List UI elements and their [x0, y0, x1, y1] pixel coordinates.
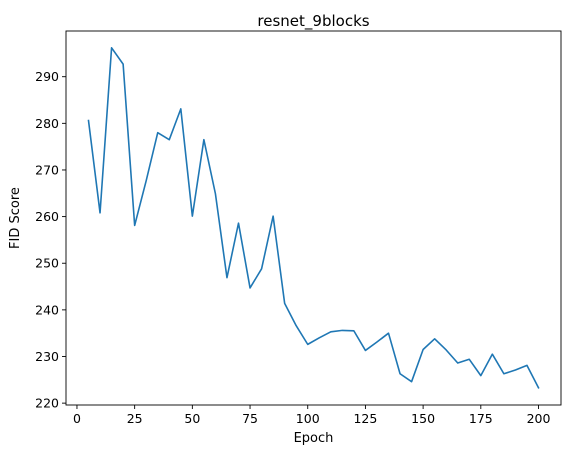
y-tick-label: 220 [35, 396, 59, 411]
fid-score-line [87, 46, 540, 389]
plot-frame [65, 30, 562, 406]
chart-title: resnet_9blocks [257, 12, 369, 31]
y-tick-label: 270 [35, 162, 59, 177]
x-tick-label: 150 [411, 411, 435, 426]
y-tick-label: 280 [35, 116, 59, 131]
x-tick-label: 0 [73, 411, 81, 426]
x-tick-label: 200 [527, 411, 551, 426]
x-tick-label: 50 [184, 411, 200, 426]
x-tick-label: 125 [353, 411, 377, 426]
y-axis-ticks: 220 230 240 250 260 270 280 290 [35, 69, 66, 411]
y-tick-label: 290 [35, 69, 59, 84]
x-axis-label: Epoch [294, 431, 334, 446]
x-tick-label: 175 [469, 411, 493, 426]
y-tick-label: 240 [35, 302, 59, 317]
y-tick-label: 230 [35, 349, 59, 364]
y-tick-label: 250 [35, 256, 59, 271]
y-axis-label: FID Score [8, 187, 23, 249]
y-tick-label: 260 [35, 209, 59, 224]
x-tick-label: 100 [296, 411, 320, 426]
x-tick-label: 25 [127, 411, 143, 426]
x-axis-ticks: 0 25 50 75 100 125 150 175 200 [73, 405, 550, 426]
x-tick-label: 75 [242, 411, 258, 426]
